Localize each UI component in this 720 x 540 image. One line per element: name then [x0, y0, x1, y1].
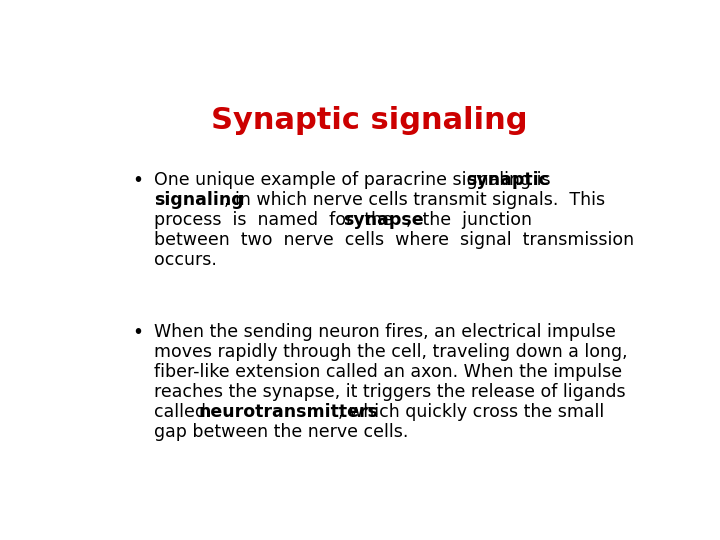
Text: When the sending neuron fires, an electrical impulse: When the sending neuron fires, an electr…: [154, 322, 616, 341]
Text: One unique example of paracrine signaling is: One unique example of paracrine signalin…: [154, 171, 557, 189]
Text: called: called: [154, 403, 212, 421]
Text: •: •: [132, 171, 143, 190]
Text: •: •: [132, 322, 143, 342]
Text: synapse: synapse: [343, 211, 424, 229]
Text: ,  the  junction: , the junction: [406, 211, 532, 229]
Text: occurs.: occurs.: [154, 251, 217, 269]
Text: process  is  named  for  the: process is named for the: [154, 211, 399, 229]
Text: neurotransmitters: neurotransmitters: [199, 403, 379, 421]
Text: , in which nerve cells transmit signals.  This: , in which nerve cells transmit signals.…: [224, 191, 605, 209]
Text: reaches the synapse, it triggers the release of ligands: reaches the synapse, it triggers the rel…: [154, 383, 626, 401]
Text: moves rapidly through the cell, traveling down a long,: moves rapidly through the cell, travelin…: [154, 343, 628, 361]
Text: Synaptic signaling: Synaptic signaling: [211, 106, 527, 136]
Text: gap between the nerve cells.: gap between the nerve cells.: [154, 423, 408, 441]
Text: signaling: signaling: [154, 191, 244, 209]
Text: synaptic: synaptic: [466, 171, 549, 189]
Text: between  two  nerve  cells  where  signal  transmission: between two nerve cells where signal tra…: [154, 231, 634, 249]
Text: , which quickly cross the small: , which quickly cross the small: [338, 403, 605, 421]
Text: fiber-like extension called an axon. When the impulse: fiber-like extension called an axon. Whe…: [154, 363, 622, 381]
